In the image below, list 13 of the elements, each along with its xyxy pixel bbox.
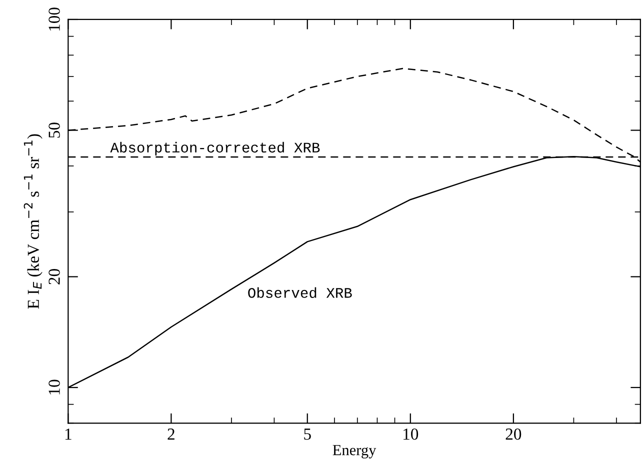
x-axis-title: Energy [332, 445, 376, 458]
x-tick-label: 2 [168, 428, 174, 440]
x-tick-label: 10 [404, 428, 418, 440]
annotation: Absorption-corrected XRB [110, 142, 320, 156]
y-tick-label: 10 [48, 380, 60, 394]
x-tick-label: 20 [506, 428, 522, 440]
y-tick-label: 100 [48, 8, 60, 31]
text: E I$_{E}$ (keV cm$^{−2}$ s$^{−1}$ sr$^{−1}$) [24, 134, 42, 309]
annotation: Observed XRB [248, 287, 352, 298]
y-tick-label: 50 [48, 122, 60, 138]
x-tick-label: 1 [65, 428, 72, 440]
x-tick-label: 5 [304, 428, 311, 440]
y-tick-label: 20 [48, 269, 60, 284]
